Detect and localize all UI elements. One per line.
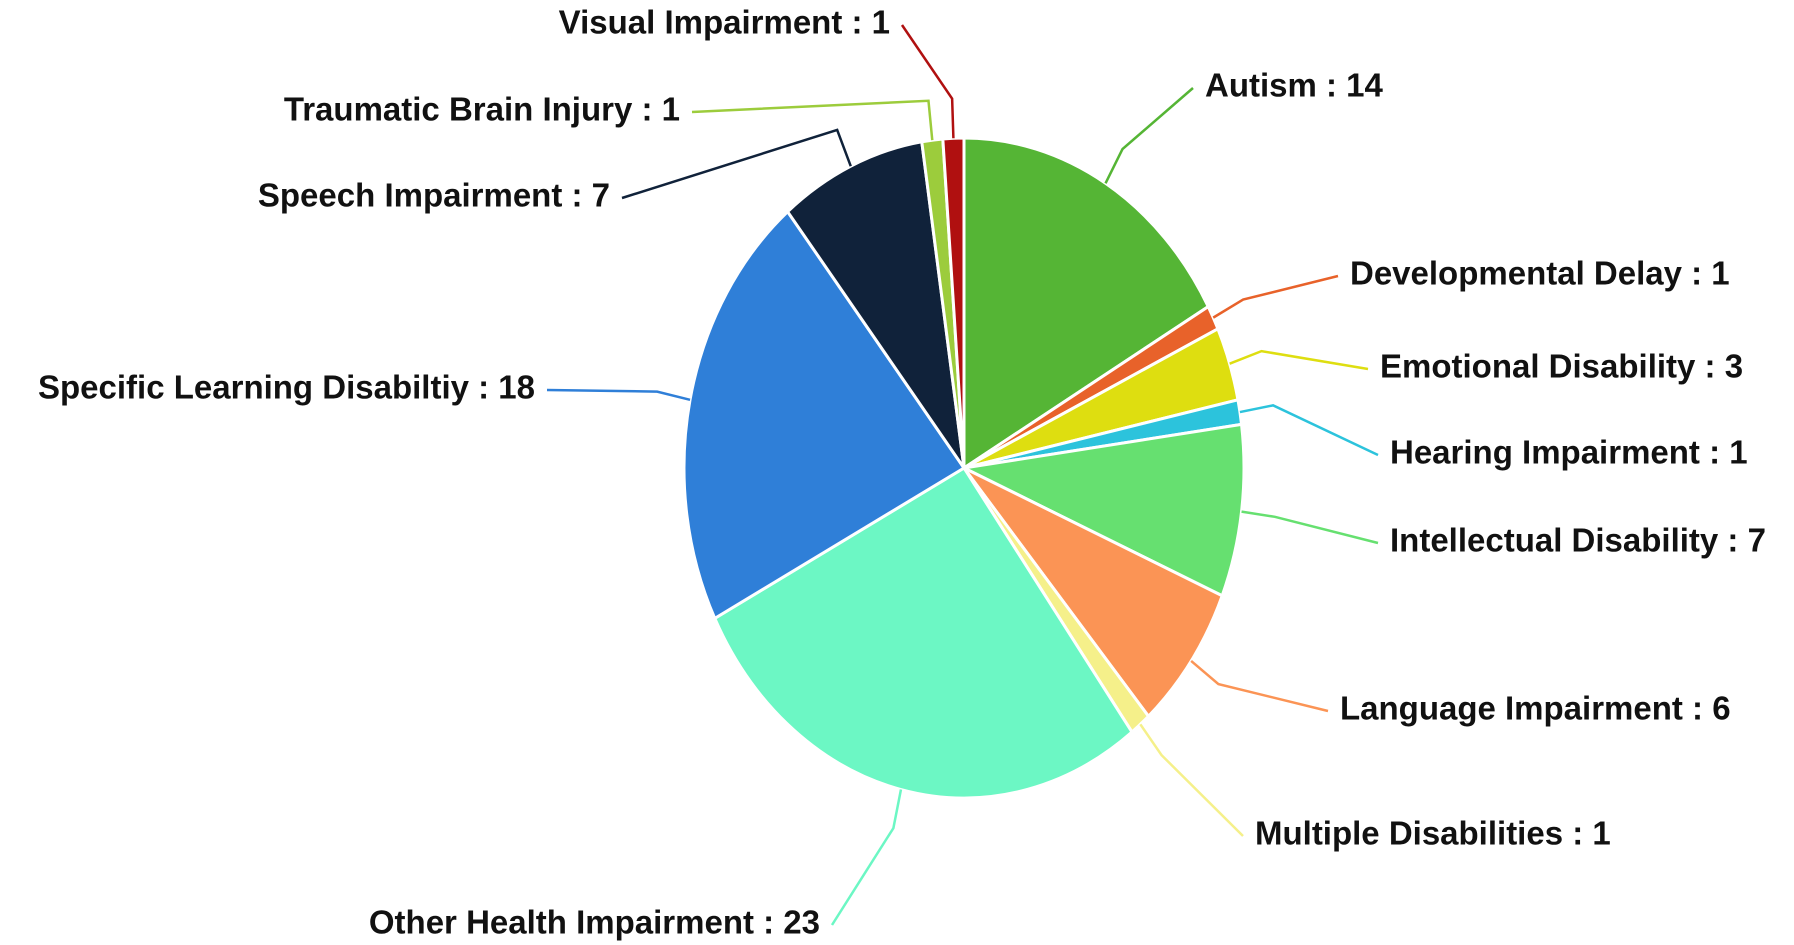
data-label: Emotional Disability : 3	[1380, 348, 1743, 385]
leader-line	[1212, 274, 1339, 319]
data-label: Language Impairment : 6	[1340, 690, 1731, 727]
pie-slice	[785, 140, 966, 469]
leader-line	[830, 789, 903, 926]
pie-slice	[712, 465, 1134, 800]
leader-line	[1190, 660, 1329, 713]
pie-slice	[962, 136, 1211, 471]
leader-line	[1229, 349, 1369, 371]
leader-line	[900, 24, 955, 139]
data-label: Hearing Impairment : 1	[1390, 434, 1748, 471]
leader-line	[1241, 510, 1379, 545]
leader-line	[691, 99, 934, 141]
leader-line	[1104, 87, 1194, 184]
data-label: Other Health Impairment : 23	[369, 904, 820, 941]
data-label: Developmental Delay : 1	[1350, 255, 1730, 292]
data-label: Visual Impairment : 1	[559, 4, 890, 41]
leader-line	[1139, 723, 1244, 837]
data-label: Speech Impairment : 7	[258, 177, 610, 214]
leader-line	[546, 388, 691, 402]
data-label: Specific Learning Disabiltiy : 18	[38, 369, 535, 406]
data-label: Intellectual Disability : 7	[1390, 522, 1766, 559]
data-label: Multiple Disabilities : 1	[1255, 815, 1611, 852]
data-label: Traumatic Brain Injury : 1	[284, 91, 680, 128]
data-label: Autism : 14	[1205, 67, 1384, 104]
leader-line	[621, 128, 852, 200]
leader-line	[1239, 404, 1379, 457]
